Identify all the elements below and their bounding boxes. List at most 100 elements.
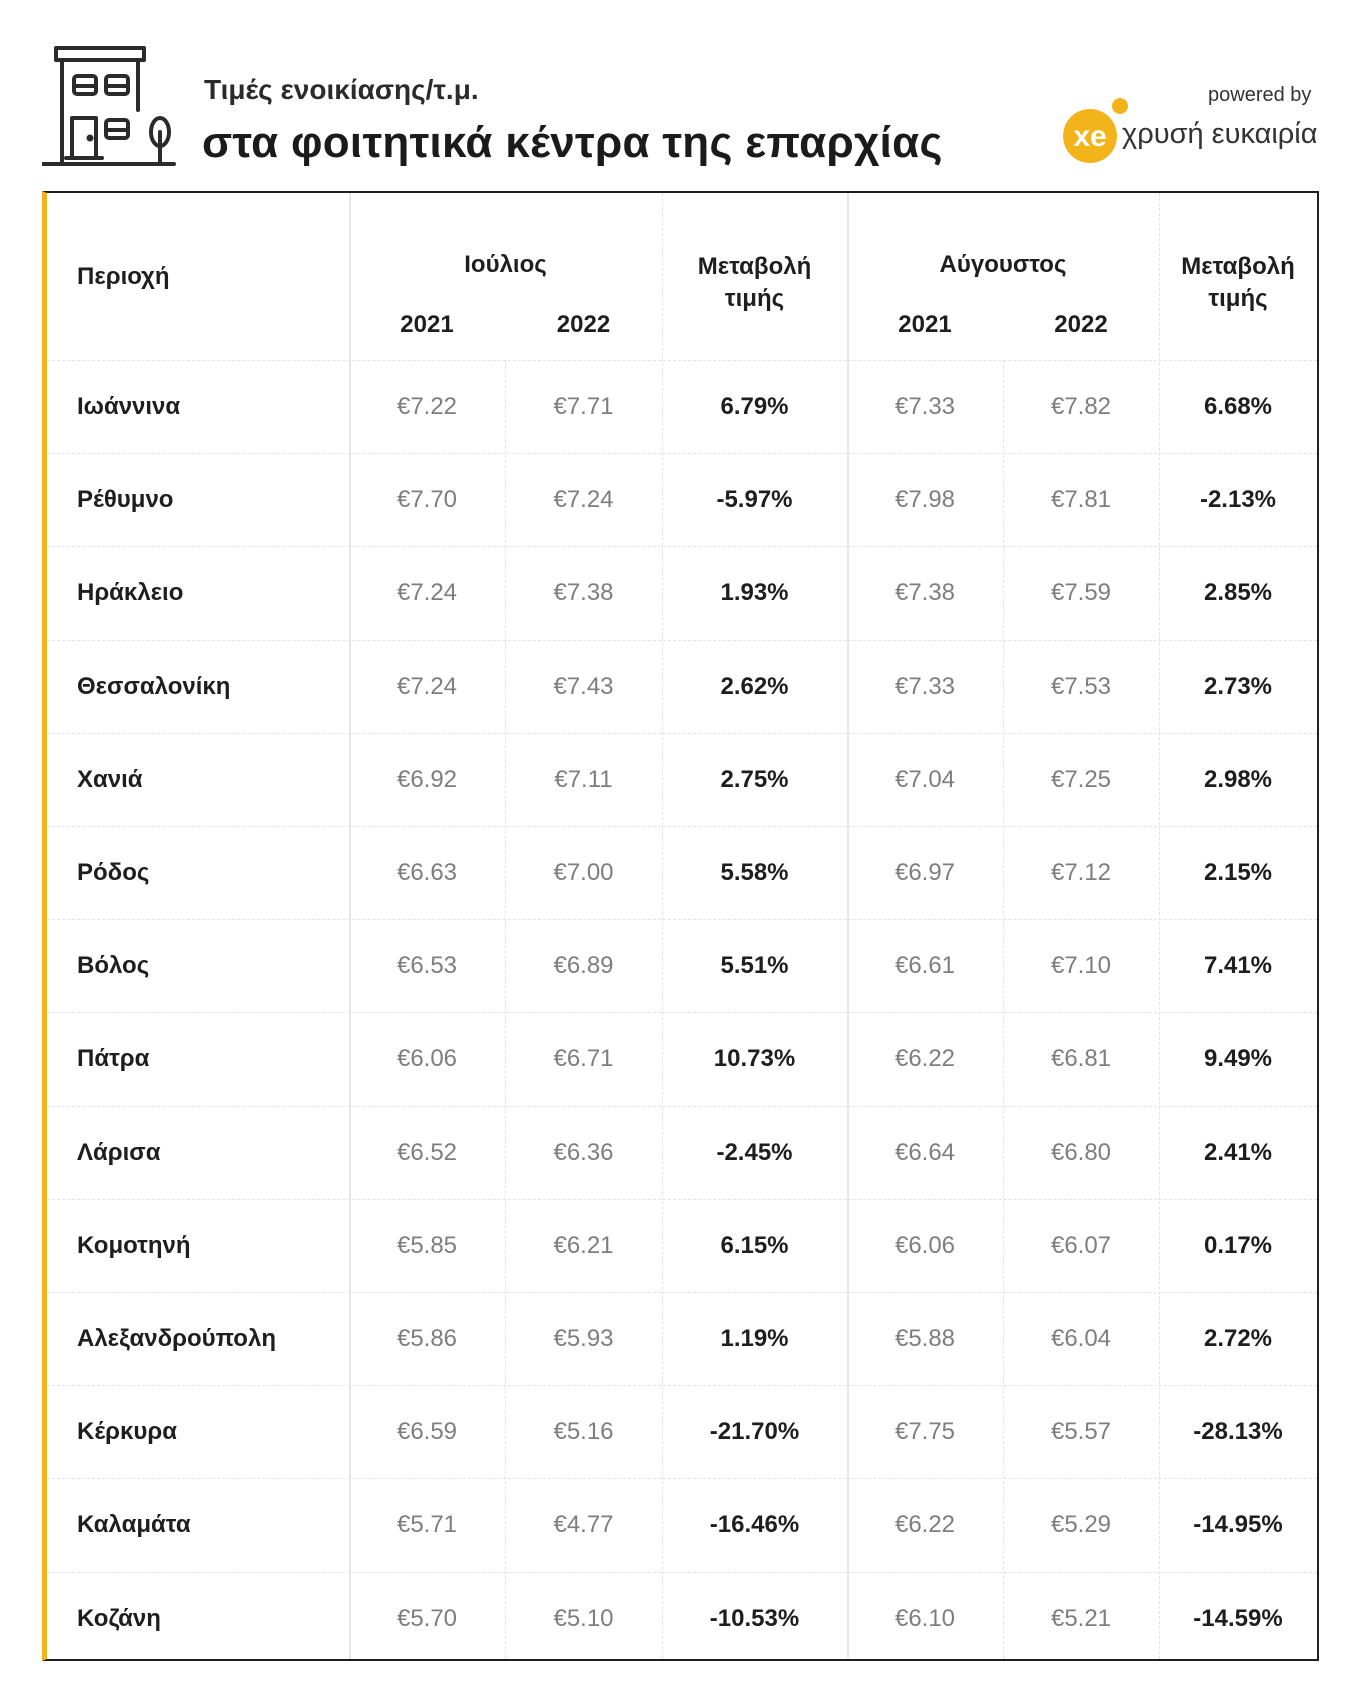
july-2021-price: €5.71 <box>396 1511 458 1539</box>
august-change-header-line2: τιμής <box>1208 285 1268 312</box>
row-divider <box>47 546 1317 548</box>
august-change: 7.41% <box>1203 952 1273 980</box>
august-2021-price: €6.22 <box>894 1511 956 1539</box>
august-2022-price: €7.81 <box>1050 486 1112 514</box>
table-row: Ρέθυμνο €7.70 €7.24 -5.97% €7.98 €7.81 -2.13% <box>47 453 1317 546</box>
july-2022-price: €6.71 <box>553 1045 614 1073</box>
table-row: Χανιά €6.92 €7.11 2.75% €7.04 €7.25 2.98% <box>47 733 1317 826</box>
july-change: -21.70% <box>709 1418 800 1446</box>
row-divider <box>47 1105 1317 1107</box>
header-subtitle: Τιμές ενοικίασης/τ.μ. <box>204 74 479 105</box>
august-change-header-line1: Μεταβολή <box>1181 253 1295 280</box>
july-change: -2.45% <box>716 1138 793 1166</box>
divider <box>1003 360 1004 1659</box>
july-change: 2.75% <box>720 765 789 793</box>
july-2022-price: €6.21 <box>553 1231 614 1259</box>
july-2022-price: €7.71 <box>553 393 614 420</box>
table-row: Αλεξανδρούπολη €5.86 €5.93 1.19% €5.88 €6.04 2… <box>47 1292 1317 1385</box>
row-divider <box>47 453 1317 455</box>
july-change: 5.51% <box>720 952 789 980</box>
region-name: Κέρκυρα <box>77 1418 177 1446</box>
august-2021-price: €6.06 <box>894 1231 956 1259</box>
july-2021-price: €6.92 <box>396 765 458 793</box>
august-change: 6.68% <box>1203 393 1273 420</box>
region-name: Ρέθυμνο <box>77 486 174 514</box>
table-row: Κομοτηνή €5.85 €6.21 6.15% €6.06 €6.07 0.17% <box>47 1199 1317 1292</box>
july-change: 6.79% <box>720 393 789 420</box>
july-2021-price: €7.24 <box>396 579 458 607</box>
divider <box>1159 193 1160 1659</box>
row-divider <box>47 919 1317 921</box>
july-2021-price: €5.70 <box>396 1604 458 1632</box>
table-row: Κέρκυρα €6.59 €5.16 -21.70% €7.75 €5.57 -28.13… <box>47 1385 1317 1478</box>
august-2021-price: €7.98 <box>894 486 956 514</box>
august-change: 2.73% <box>1203 672 1273 700</box>
august-2021-price: €6.22 <box>894 1045 956 1073</box>
region-name: Ιωάννινα <box>77 393 181 420</box>
page-header: Τιμές ενοικίασης/τ.μ. στα φοιτητικά κέντ… <box>0 0 1364 190</box>
august-2021-price: €6.10 <box>894 1604 956 1632</box>
divider <box>505 360 506 1659</box>
august-header: Αύγουστος <box>939 251 1067 278</box>
table-row: Ιωάννινα €7.22 €7.71 6.79% €7.33 €7.82 6.68% <box>47 360 1317 453</box>
august-change: 2.85% <box>1203 579 1273 607</box>
august-change: 9.49% <box>1203 1045 1273 1073</box>
august-2021-price: €7.38 <box>894 579 956 607</box>
region-name: Λάρισα <box>77 1138 161 1166</box>
region-name: Αλεξανδρούπολη <box>77 1325 276 1352</box>
row-divider <box>47 360 1317 361</box>
july-2021-price: €5.86 <box>396 1325 458 1352</box>
july-change: -5.97% <box>716 486 793 514</box>
august-2022-header: 2022 <box>1054 311 1108 338</box>
region-name: Βόλος <box>77 952 150 980</box>
july-change: 5.58% <box>720 859 789 886</box>
august-2022-price: €5.29 <box>1050 1511 1112 1539</box>
region-column-header: Περιοχή <box>77 263 170 290</box>
table-row: Πάτρα €6.06 €6.71 10.73% €6.22 €6.81 9.49% <box>47 1012 1317 1105</box>
july-2022-price: €7.24 <box>553 486 614 514</box>
august-2021-price: €7.33 <box>894 393 956 420</box>
august-2021-price: €7.33 <box>894 672 956 700</box>
august-2022-price: €6.80 <box>1050 1138 1112 1166</box>
july-change-header-line2: τιμής <box>724 285 785 312</box>
table-row: Κοζάνη €5.70 €5.10 -10.53% €6.10 €5.21 -14.59% <box>47 1572 1317 1665</box>
row-divider <box>47 1198 1317 1200</box>
july-2021-price: €6.53 <box>396 952 458 980</box>
july-2021-price: €6.52 <box>396 1138 458 1166</box>
region-name: Πάτρα <box>77 1045 150 1073</box>
xe-logo-text: xe <box>1073 120 1106 153</box>
august-2022-price: €7.59 <box>1050 579 1112 607</box>
august-2021-price: €5.88 <box>894 1325 956 1352</box>
august-change: 0.17% <box>1203 1231 1273 1259</box>
july-change: 2.62% <box>720 672 789 700</box>
region-name: Κοζάνη <box>77 1604 161 1632</box>
july-change-header-line1: Μεταβολή <box>697 253 812 280</box>
table-row: Λάρισα €6.52 €6.36 -2.45% €6.64 €6.80 2.41% <box>47 1106 1317 1199</box>
row-divider <box>47 1292 1317 1293</box>
july-2021-price: €6.59 <box>396 1418 458 1446</box>
divider <box>349 193 351 1659</box>
xe-logo: xe <box>1063 98 1128 163</box>
table-row: Ρόδος €6.63 €7.00 5.58% €6.97 €7.12 2.15% <box>47 826 1317 919</box>
july-2022-header: 2022 <box>556 311 611 338</box>
august-2022-price: €6.04 <box>1050 1325 1112 1352</box>
august-2022-price: €7.10 <box>1050 952 1112 980</box>
july-change: 10.73% <box>713 1045 796 1073</box>
august-2022-price: €7.82 <box>1050 393 1112 420</box>
july-change: -16.46% <box>709 1511 800 1539</box>
august-2021-price: €6.97 <box>894 859 956 886</box>
row-divider <box>47 639 1317 641</box>
august-2022-price: €5.57 <box>1050 1418 1112 1446</box>
august-change: -14.59% <box>1193 1604 1283 1632</box>
august-2021-price: €7.04 <box>894 765 956 793</box>
region-name: Κομοτηνή <box>77 1231 191 1259</box>
july-2022-price: €6.89 <box>553 952 614 980</box>
divider <box>662 193 663 1659</box>
region-name: Ηράκλειο <box>77 579 184 607</box>
august-change: -2.13% <box>1199 486 1277 514</box>
row-divider <box>47 1478 1317 1480</box>
july-2021-price: €6.63 <box>396 859 458 886</box>
july-change: 1.19% <box>720 1325 789 1352</box>
building-icon <box>42 46 176 166</box>
brand-name: χρυσή ευκαιρία <box>1122 118 1318 150</box>
